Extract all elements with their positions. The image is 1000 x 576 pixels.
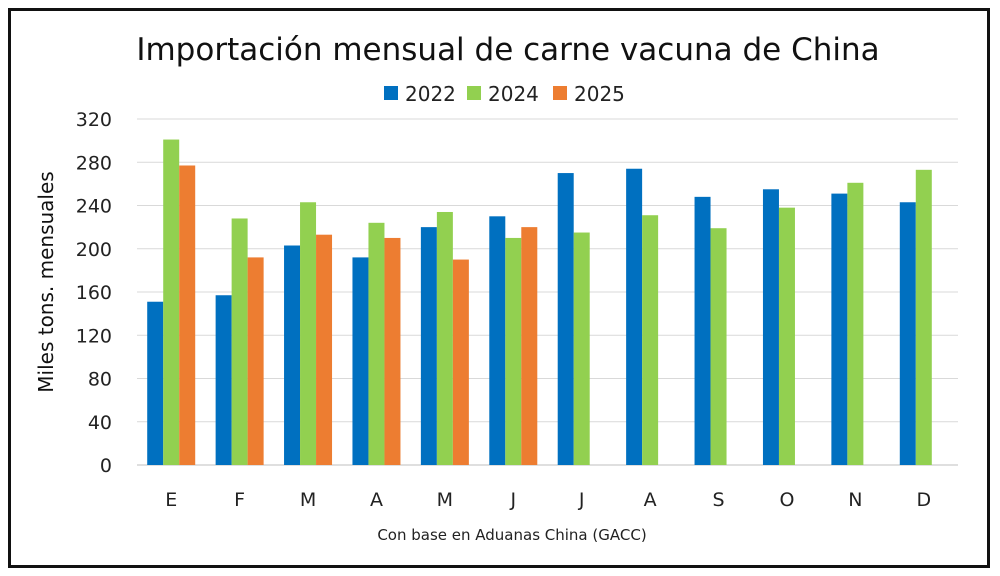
bar-2025 <box>179 165 196 465</box>
x-axis-label: Con base en Aduanas China (GACC) <box>377 526 646 544</box>
legend-swatch-2024 <box>467 86 481 100</box>
legend-label-2022: 2022 <box>405 82 456 106</box>
x-tick-label: A <box>644 489 657 511</box>
bar-2022 <box>899 202 916 465</box>
bar-2024 <box>231 218 248 465</box>
bar-2024 <box>573 232 590 465</box>
bar-2024 <box>368 222 385 465</box>
x-tick-label: E <box>165 489 177 511</box>
y-tick-label: 0 <box>100 455 112 477</box>
bar-2025 <box>452 259 469 465</box>
bar-2024 <box>505 237 522 465</box>
bar-2022 <box>420 227 437 465</box>
y-tick-label: 240 <box>76 196 112 218</box>
bar-2022 <box>284 245 301 465</box>
y-tick-label: 80 <box>88 369 112 391</box>
bar-2025 <box>316 234 333 465</box>
bars <box>147 139 932 466</box>
bar-2022 <box>147 301 164 465</box>
x-tick-label: O <box>779 489 794 511</box>
y-tick-labels: 0 40 80 120 160 200 240 280 320 <box>76 109 112 477</box>
bar-2025 <box>247 257 264 465</box>
bar-2024 <box>710 228 727 465</box>
bar-2022 <box>762 189 779 465</box>
y-tick-label: 200 <box>76 239 112 261</box>
bar-2024 <box>163 139 180 465</box>
bar-2022 <box>489 216 506 465</box>
legend: 2022 2024 2025 <box>384 82 625 106</box>
y-tick-label: 280 <box>76 152 112 174</box>
bar-2025 <box>521 227 538 465</box>
x-tick-label: M <box>300 489 316 511</box>
y-tick-label: 120 <box>76 325 112 347</box>
x-tick-label: A <box>370 489 383 511</box>
y-tick-label: 40 <box>88 412 112 434</box>
x-tick-label: D <box>916 489 931 511</box>
y-tick-label: 160 <box>76 282 112 304</box>
gridlines <box>137 118 958 466</box>
bar-2024 <box>642 215 659 465</box>
bar-2022 <box>557 173 574 465</box>
bar-2024 <box>847 182 864 465</box>
legend-swatch-2022 <box>384 86 398 100</box>
x-tick-label: J <box>509 489 516 511</box>
bar-2024 <box>436 211 453 465</box>
x-tick-label: F <box>234 489 245 511</box>
bar-2022 <box>694 196 711 465</box>
bar-2024 <box>300 202 317 465</box>
bar-2022 <box>626 168 643 466</box>
bar-2025 <box>384 237 401 465</box>
bar-2024 <box>915 169 932 465</box>
legend-label-2025: 2025 <box>574 82 625 106</box>
bar-2024 <box>778 207 795 465</box>
x-tick-label: N <box>848 489 862 511</box>
x-tick-label: M <box>437 489 453 511</box>
legend-swatch-2025 <box>553 86 567 100</box>
bar-2022 <box>352 257 369 465</box>
x-tick-label: J <box>578 489 585 511</box>
bar-2022 <box>831 193 848 465</box>
legend-label-2024: 2024 <box>488 82 539 106</box>
bar-2022 <box>215 295 232 465</box>
chart-title: Importación mensual de carne vacuna de C… <box>136 32 879 68</box>
x-tick-label: S <box>713 489 725 511</box>
y-tick-label: 320 <box>76 109 112 131</box>
y-axis-label: Miles tons. mensuales <box>34 171 58 392</box>
